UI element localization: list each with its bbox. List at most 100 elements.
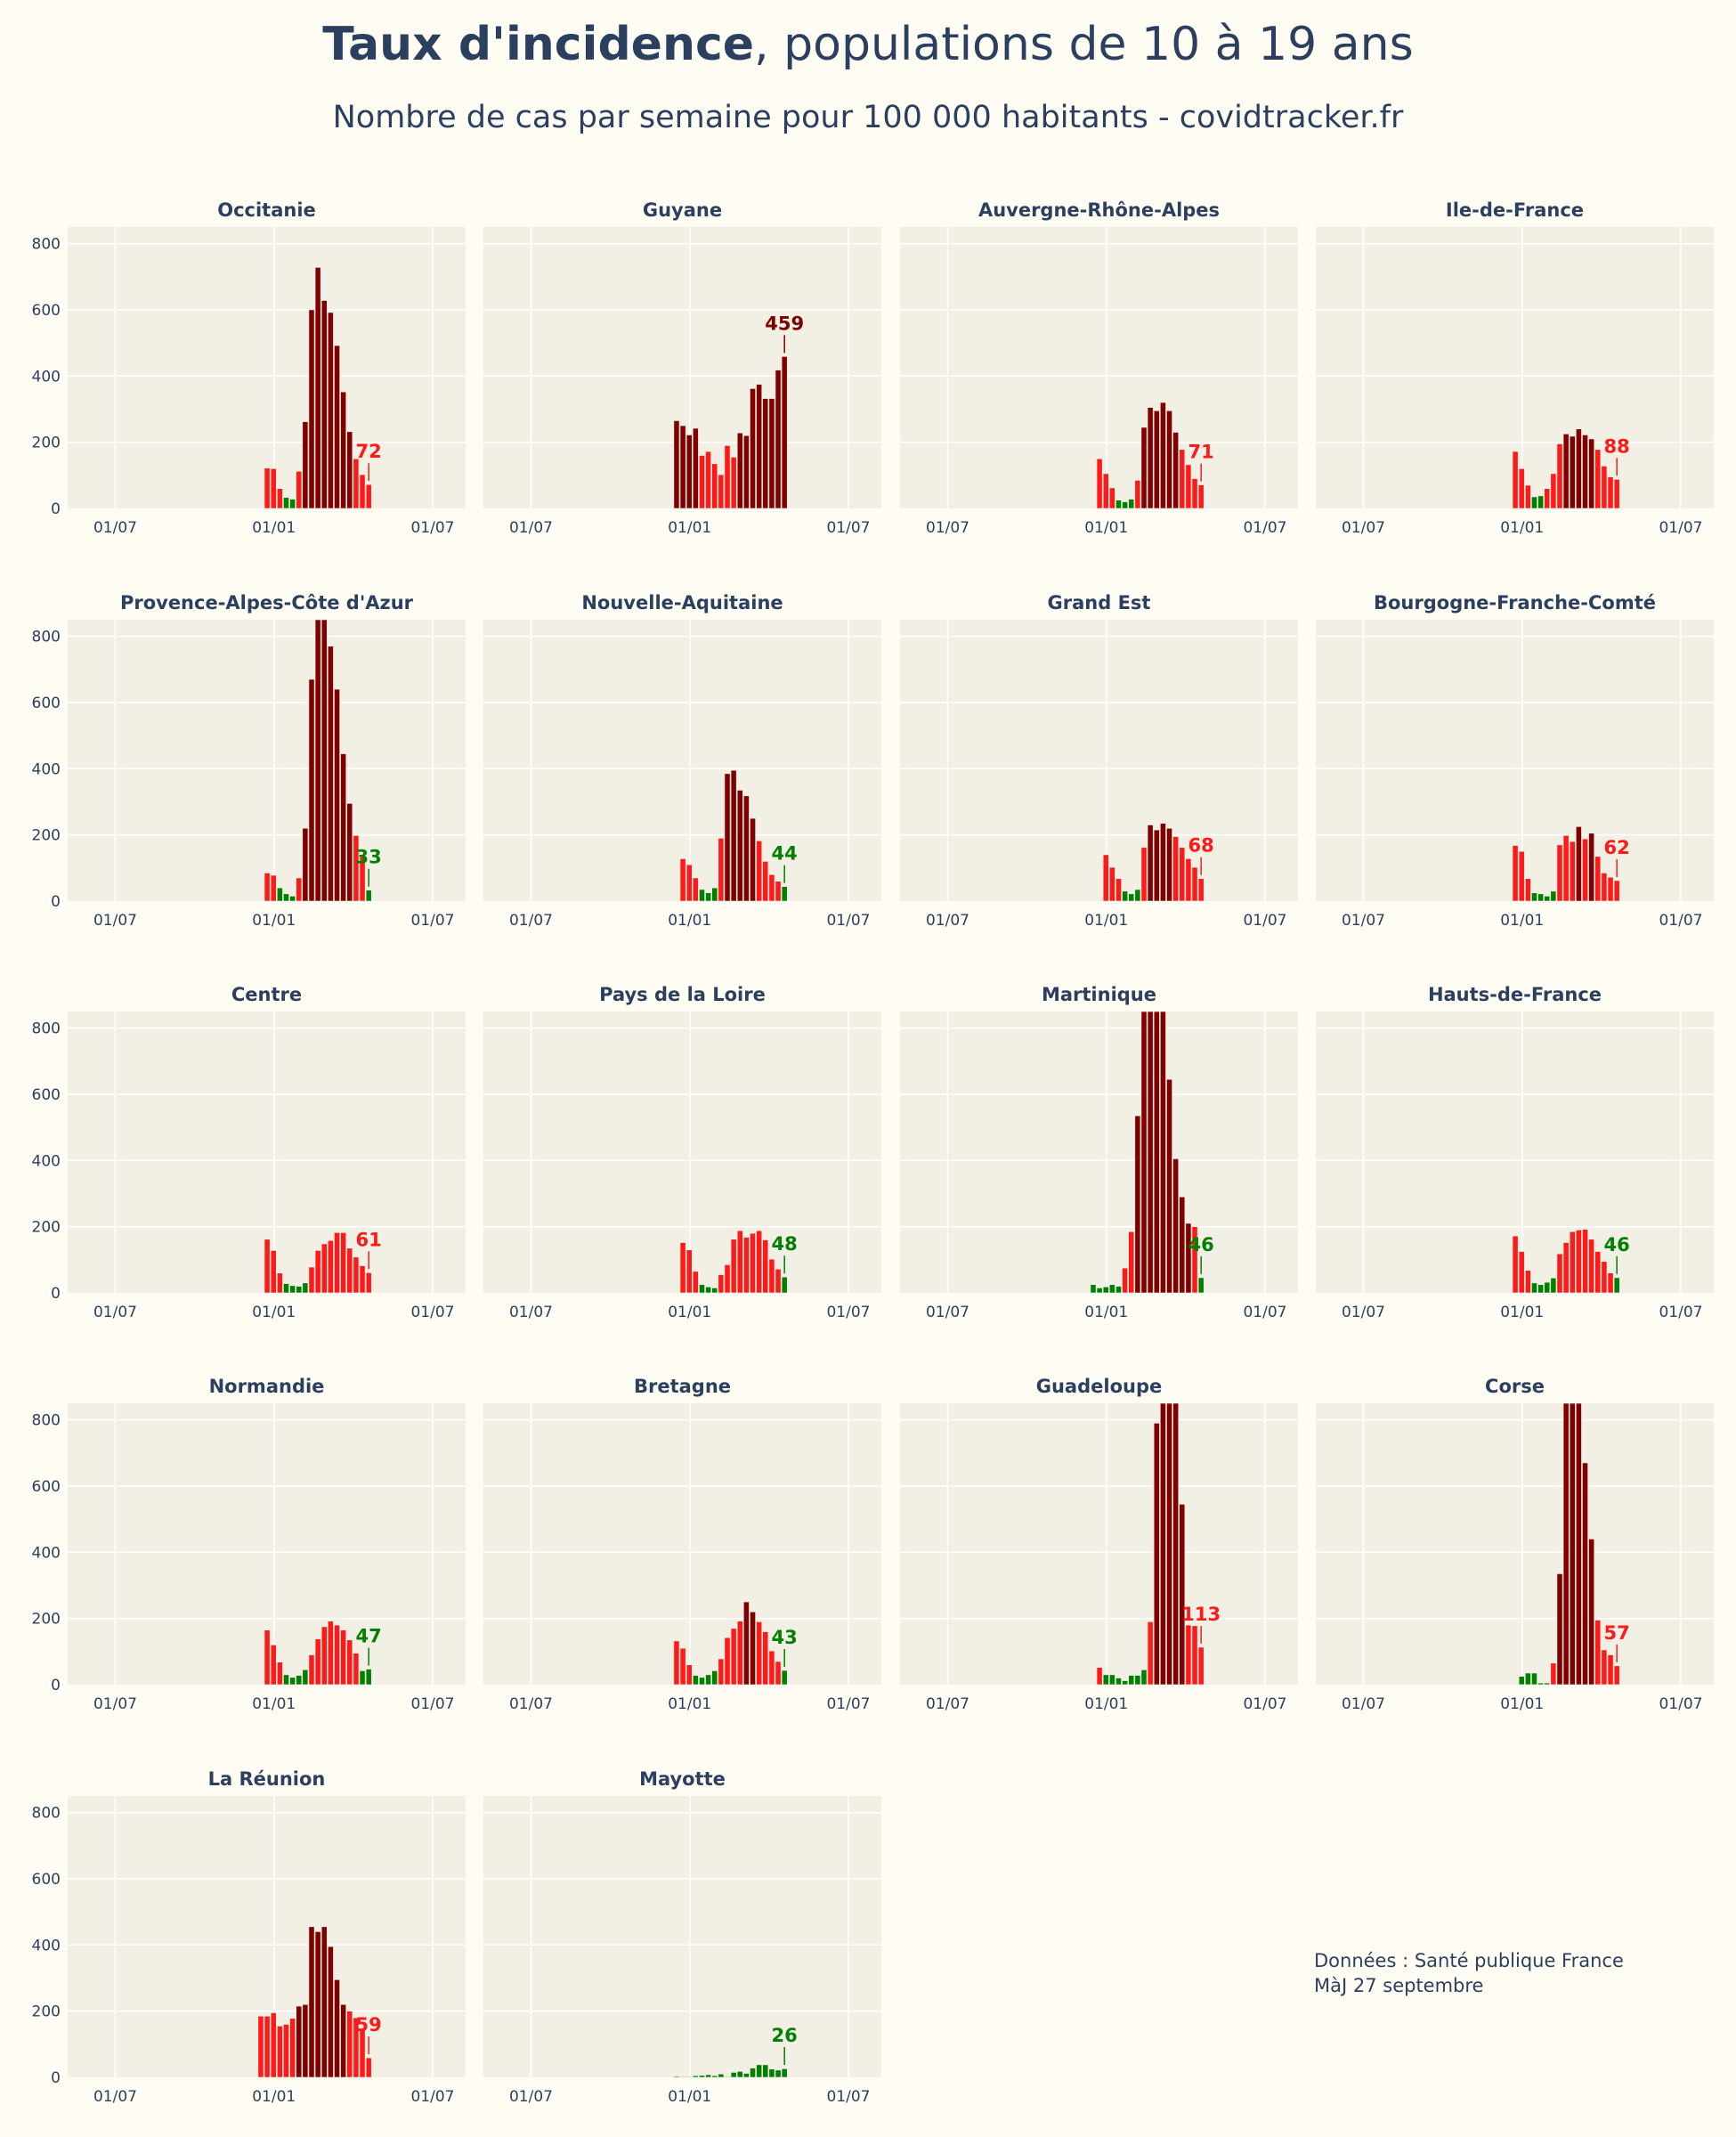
x-tick-label: 01/07: [509, 1695, 553, 1713]
bar: [673, 1640, 680, 1686]
bar: [314, 267, 321, 509]
bar: [353, 2017, 360, 2078]
bar: [679, 858, 686, 902]
last-value-label: 33: [356, 847, 382, 868]
bar: [276, 887, 283, 902]
panel-nouvelle-aquitaine: 01/07 01/01 01/07 Nouvelle-Aquitaine 44: [483, 592, 881, 930]
bar: [1582, 838, 1588, 902]
x-tick-label: 01/07: [826, 519, 870, 537]
y-tick-label: 200: [32, 1611, 61, 1629]
last-value-label: 59: [356, 2014, 382, 2035]
bar: [685, 2076, 693, 2078]
x-tick-label: 01/07: [1243, 1695, 1286, 1713]
bar: [762, 1239, 769, 1294]
bar: [775, 881, 782, 902]
chart-title: Taux d'incidence, populations de 10 à 19…: [0, 18, 1736, 71]
bar: [736, 1621, 743, 1686]
bar: [1531, 496, 1537, 509]
bar: [270, 2012, 277, 2078]
bar: [750, 388, 756, 509]
bar: [1537, 1284, 1544, 1294]
bar: [270, 1645, 277, 1686]
bar: [705, 451, 711, 509]
last-value-label: 46: [1188, 1234, 1214, 1255]
bar: [1594, 449, 1602, 509]
x-tick-label: 01/07: [926, 912, 969, 930]
x-tick-label: 01/01: [252, 1695, 296, 1713]
last-value-label: 57: [1604, 1622, 1630, 1644]
bar: [340, 2003, 347, 2078]
bar: [340, 753, 347, 902]
bar: [1102, 473, 1109, 509]
bar: [1544, 488, 1551, 509]
bar: [1179, 449, 1186, 509]
bar: [1588, 1239, 1595, 1294]
bar: [346, 2011, 353, 2078]
x-tick-label: 01/01: [1500, 912, 1544, 930]
bar: [359, 857, 366, 902]
bar: [1613, 478, 1620, 509]
bar: [1582, 1229, 1588, 1294]
bar: [750, 817, 756, 902]
bar: [302, 2003, 309, 2078]
bar: [750, 1232, 756, 1294]
x-tick-label: 01/07: [93, 1695, 137, 1713]
x-tick-label: 01/01: [1084, 519, 1128, 537]
x-tick-label: 01/07: [926, 1304, 969, 1321]
bar: [1140, 847, 1148, 902]
bar: [365, 483, 372, 509]
bar: [1140, 1669, 1148, 1686]
bar: [308, 1266, 315, 1294]
bar: [685, 1249, 693, 1294]
bar: [353, 458, 360, 509]
bar: [308, 1926, 315, 2078]
x-tick-label: 01/07: [1659, 519, 1702, 537]
bar: [320, 300, 328, 509]
bar: [768, 398, 775, 509]
bar: [730, 1239, 737, 1294]
x-tick-label: 01/01: [1084, 912, 1128, 930]
last-value-label: 61: [356, 1229, 382, 1250]
x-tick-label: 01/01: [1500, 1304, 1544, 1321]
bar: [1588, 833, 1595, 902]
bar: [1090, 1284, 1097, 1294]
bar: [340, 391, 347, 509]
bar: [1191, 1625, 1198, 1686]
x-tick-label: 01/07: [410, 519, 454, 537]
plot-area: [483, 620, 881, 901]
bar: [1569, 435, 1576, 509]
bar: [711, 1670, 718, 1686]
bar: [1588, 1539, 1595, 1686]
x-tick-label: 01/07: [826, 2088, 870, 2106]
bar: [334, 688, 340, 902]
bar: [1115, 1286, 1122, 1294]
bar: [1147, 407, 1154, 509]
x-tick-label: 01/07: [1342, 1304, 1385, 1321]
bar: [724, 1264, 731, 1294]
bar: [781, 1276, 788, 1294]
bar: [1550, 1662, 1557, 1686]
bar: [302, 827, 309, 902]
bar: [673, 420, 680, 509]
x-tick-label: 01/01: [1500, 1695, 1544, 1713]
bar: [736, 2071, 743, 2078]
bar: [1128, 893, 1135, 902]
bar: [328, 1621, 334, 1686]
panel-bretagne: 01/07 01/01 01/07 Bretagne 43: [483, 1376, 881, 1713]
bar: [1518, 850, 1525, 902]
x-tick-label: 01/07: [509, 912, 553, 930]
bar: [1185, 858, 1192, 902]
y-tick-label: 800: [32, 1805, 61, 1823]
bar: [346, 803, 353, 902]
bar: [1544, 896, 1551, 902]
bar: [750, 2068, 756, 2078]
bar: [1518, 1251, 1525, 1294]
y-tick-label: 0: [51, 500, 61, 518]
bar: [1601, 1261, 1608, 1294]
source-line: Données : Santé publique France: [1314, 1950, 1624, 1971]
bar: [1096, 1288, 1103, 1294]
x-tick-label: 01/07: [1659, 912, 1702, 930]
bar: [1512, 1235, 1519, 1294]
x-tick-label: 01/07: [509, 1304, 553, 1321]
